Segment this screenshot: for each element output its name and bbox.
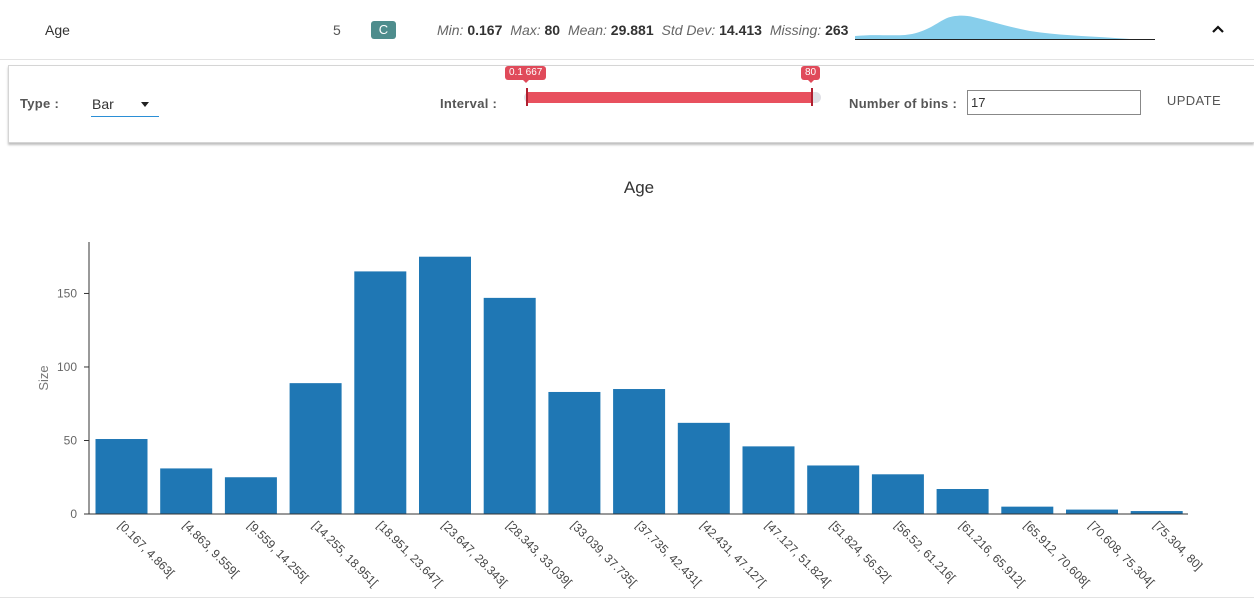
bar[interactable]: [483, 297, 536, 514]
x-tick-label: [23.647, 28.343[: [439, 518, 511, 590]
x-tick-label: [61.216, 65.912[: [956, 518, 1028, 590]
bins-input[interactable]: [967, 90, 1141, 115]
bar[interactable]: [224, 477, 277, 514]
bar[interactable]: [1130, 511, 1183, 514]
bar[interactable]: [936, 489, 989, 514]
x-tick-label: [14.255, 18.951[: [309, 518, 381, 590]
interval-max-handle[interactable]: [811, 88, 813, 106]
bar[interactable]: [742, 446, 795, 514]
type-label: Type :: [20, 96, 60, 111]
histogram-chart: 0 50 100 150 [0.167, 4.863[[4.863, 9.559[[9…: [36, 242, 1206, 590]
interval-min-tooltip: 0.1 667: [505, 66, 547, 83]
bar[interactable]: [289, 383, 342, 514]
bar[interactable]: [677, 422, 730, 514]
density-sparkline: [855, 15, 1155, 40]
y-axis-title: Size: [36, 365, 51, 390]
mean-label: Mean:: [567, 22, 607, 38]
max-label: Max:: [510, 22, 541, 38]
x-tick-label: [65.912, 70.608[: [1021, 518, 1093, 590]
bar[interactable]: [95, 439, 148, 514]
x-tick-label: [70.608, 75.304[: [1086, 518, 1158, 590]
variable-name: Age: [45, 22, 70, 38]
sparkline-area: [855, 15, 1130, 40]
missing-label: Missing:: [769, 22, 822, 38]
variable-index: 5: [333, 22, 341, 38]
bar[interactable]: [419, 256, 471, 514]
min-label: Min:: [437, 22, 464, 38]
x-tick-label: [33.039, 37.735[: [568, 518, 640, 590]
x-tick-label: [56.52, 61.216[: [892, 518, 959, 585]
x-tick-label: [28.343, 33.039[: [504, 518, 576, 590]
bottom-divider: [0, 597, 1254, 598]
x-tick-label: [9.559, 14.255[: [245, 518, 312, 585]
bar[interactable]: [548, 391, 601, 514]
interval-label: Interval :: [440, 96, 498, 111]
bar[interactable]: [807, 465, 860, 514]
y-tick-label: 0: [70, 507, 77, 521]
interval-min-handle[interactable]: [526, 88, 528, 106]
y-tick-label: 50: [64, 433, 78, 447]
variable-stats: Min: 0.167 Max: 80 Mean: 29.881 Std Dev:…: [437, 22, 852, 38]
type-badge: C: [371, 21, 396, 39]
bar[interactable]: [354, 271, 407, 514]
interval-slider-range: [527, 92, 812, 103]
update-button[interactable]: UPDATE: [1166, 93, 1222, 108]
type-dropdown-value: Bar: [92, 96, 114, 112]
mean-value: 29.881: [610, 22, 654, 38]
std-value: 14.413: [719, 22, 762, 38]
x-tick-label: [47.127, 51.824[: [762, 518, 834, 590]
x-tick-label: [0.167, 4.863[: [115, 518, 177, 580]
y-tick-label: 100: [57, 360, 77, 374]
interval-max-tooltip: 80: [801, 66, 821, 83]
bar[interactable]: [1066, 509, 1118, 514]
x-tick-label: [75.304, 80]: [1151, 518, 1206, 573]
histogram-controls: Type : Bar Interval : 0.1 667 80 Number …: [8, 65, 1254, 143]
x-tick-label: [4.863, 9.559[: [180, 518, 242, 580]
chevron-up-icon[interactable]: [1209, 20, 1227, 38]
x-tick-label: [18.951, 23.647[: [374, 518, 446, 590]
y-tick-label: 150: [57, 286, 77, 300]
variable-summary-row[interactable]: Age 5 C Min: 0.167 Max: 80 Mean: 29.881 …: [0, 0, 1254, 60]
std-label: Std Dev:: [661, 22, 716, 38]
caret-down-icon: [141, 102, 149, 107]
chart-title: Age: [623, 178, 655, 197]
x-tick-label: [42.431, 47.127[: [698, 518, 770, 590]
bins-label: Number of bins :: [849, 96, 958, 111]
min-value: 0.167: [467, 22, 503, 38]
missing-value: 263: [825, 22, 849, 38]
type-dropdown[interactable]: Bar: [91, 94, 159, 117]
bar[interactable]: [160, 468, 213, 514]
max-value: 80: [544, 22, 561, 38]
x-tick-label: [37.735, 42.431[: [633, 518, 705, 590]
bar[interactable]: [871, 474, 924, 514]
bar[interactable]: [1001, 506, 1054, 514]
bar[interactable]: [613, 389, 666, 514]
x-tick-label: [51.824, 56.52[: [827, 518, 894, 585]
